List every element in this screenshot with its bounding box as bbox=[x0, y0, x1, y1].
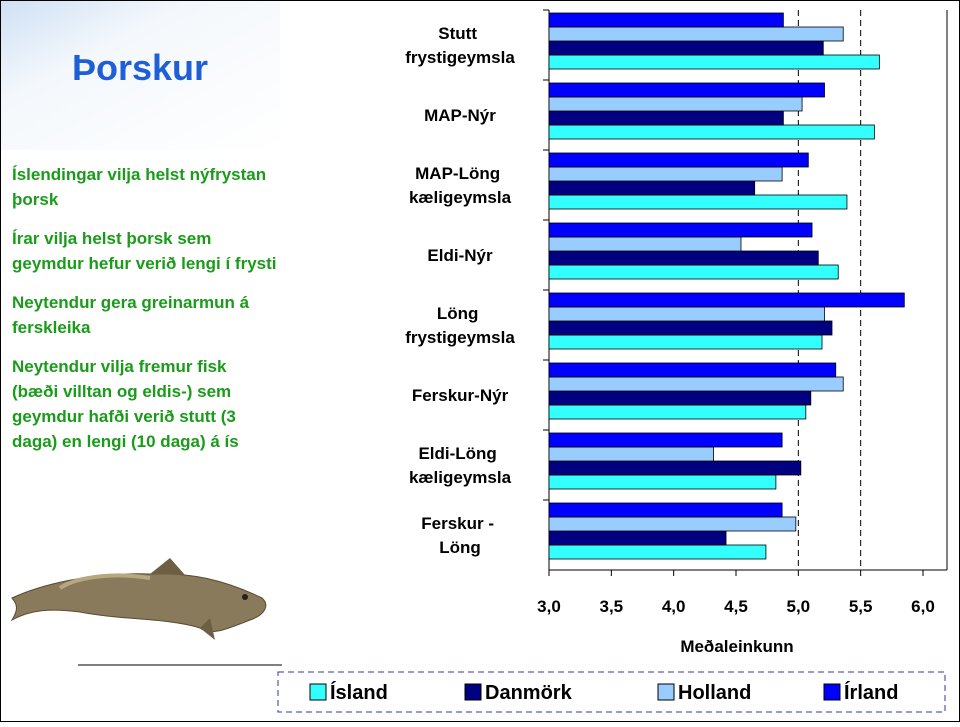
bar bbox=[549, 377, 843, 391]
bar bbox=[549, 307, 825, 321]
bar bbox=[549, 293, 904, 307]
legend-swatch bbox=[824, 684, 840, 700]
bar bbox=[549, 237, 741, 251]
bar bbox=[549, 27, 843, 41]
bar bbox=[549, 433, 782, 447]
bar bbox=[549, 461, 801, 475]
bar bbox=[549, 335, 822, 349]
bar bbox=[549, 167, 782, 181]
bar bbox=[549, 545, 766, 559]
bar bbox=[549, 363, 836, 377]
bar bbox=[549, 111, 783, 125]
bar bbox=[549, 405, 806, 419]
slide: Þorskur Íslendingar vilja helst nýfrysta… bbox=[0, 0, 960, 722]
bar bbox=[549, 55, 879, 69]
bar bbox=[549, 125, 874, 139]
x-tick-label: 4,0 bbox=[662, 597, 686, 616]
y-tick-label: MAP-Nýr bbox=[424, 106, 496, 125]
bar bbox=[549, 251, 818, 265]
bar bbox=[549, 13, 783, 27]
x-tick-label: 5,0 bbox=[787, 597, 811, 616]
legend-swatch bbox=[465, 684, 481, 700]
legend-label: Ísland bbox=[330, 681, 388, 704]
legend-swatch bbox=[658, 684, 674, 700]
x-tick-label: 4,5 bbox=[724, 597, 748, 616]
bar bbox=[549, 503, 782, 517]
y-tick-label: Eldi-Nýr bbox=[427, 246, 493, 265]
x-tick-label: 3,5 bbox=[600, 597, 624, 616]
x-tick-label: 6,0 bbox=[911, 597, 935, 616]
legend-label: Danmörk bbox=[485, 682, 573, 704]
bar bbox=[549, 321, 832, 335]
bar bbox=[549, 447, 714, 461]
bar bbox=[549, 41, 823, 55]
bar bbox=[549, 223, 812, 237]
bar bbox=[549, 531, 726, 545]
bar bbox=[549, 83, 825, 97]
x-tick-label: 3,0 bbox=[537, 597, 561, 616]
bar bbox=[549, 475, 776, 489]
x-tick-label: 5,5 bbox=[849, 597, 873, 616]
slide-title: Þorskur bbox=[72, 47, 208, 88]
bar bbox=[549, 517, 796, 531]
bar bbox=[549, 97, 802, 111]
legend-swatch bbox=[310, 684, 326, 700]
bar bbox=[549, 265, 838, 279]
bar bbox=[549, 195, 847, 209]
x-axis-label: Meðaleinkunn bbox=[680, 637, 793, 656]
y-tick-label: Ferskur-Nýr bbox=[412, 386, 509, 405]
bar bbox=[549, 391, 811, 405]
bar bbox=[549, 153, 808, 167]
legend-label: Írland bbox=[844, 681, 898, 704]
bar bbox=[549, 181, 755, 195]
legend-label: Holland bbox=[678, 682, 751, 704]
